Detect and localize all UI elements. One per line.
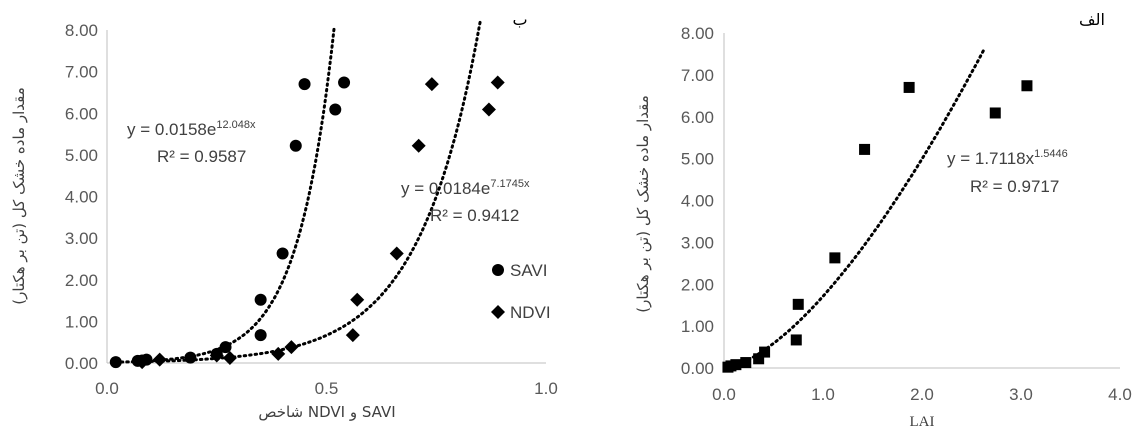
data-point-savi <box>329 103 342 116</box>
data-point-savi <box>338 76 351 89</box>
trendline-savi <box>114 23 336 364</box>
r2-ndvi: R² = 0.9412 <box>430 206 519 225</box>
y-tick-label: 3.00 <box>65 229 98 248</box>
data-point-ndvi <box>345 328 360 343</box>
x-tick-label: 0.0 <box>95 379 119 398</box>
data-point-ndvi <box>209 348 224 363</box>
equation-lai: y = 1.7118x1.5446 <box>947 148 1068 168</box>
data-point-ndvi <box>135 355 150 370</box>
equation-lai-base: y = 1.7118x <box>947 149 1035 168</box>
x-tick-label: 1.0 <box>534 379 558 398</box>
data-point-lai <box>730 359 742 371</box>
data-point-lai <box>740 357 752 369</box>
y-tick-label: 0.00 <box>65 354 98 373</box>
data-point-ndvi <box>222 351 237 366</box>
x-tick-label: 0.5 <box>315 379 339 398</box>
data-point-ndvi <box>152 352 167 367</box>
data-point-ndvi <box>350 292 365 307</box>
data-point-savi <box>289 139 302 152</box>
data-point-lai <box>790 334 802 346</box>
y-tick-label: 8.00 <box>65 21 98 40</box>
panel-label-alef: الف <box>1079 10 1105 29</box>
y-tick-label: 6.00 <box>681 108 714 127</box>
y-axis-label: مقدار ماده خشک کل (تن بر هکتار) <box>634 95 652 313</box>
data-point-ndvi <box>481 102 496 117</box>
y-tick-label: 3.00 <box>681 233 714 252</box>
y-tick-label: 6.00 <box>65 104 98 123</box>
trendline-lai <box>726 47 986 369</box>
r2-lai: R² = 0.9717 <box>970 177 1059 196</box>
data-point-lai <box>1021 80 1033 92</box>
data-point-ndvi <box>424 77 439 92</box>
chart-ndvi-savi: 0.00 1.00 2.00 3.00 4.00 5.00 6.00 7.00 8.00 0.0… <box>10 10 558 421</box>
equation-savi-base: y = 0.0158e <box>127 120 216 139</box>
legend-marker-savi <box>492 264 504 276</box>
y-tick-label: 0.00 <box>681 359 714 378</box>
equation-savi-exp: 12.048x <box>216 119 256 131</box>
y-axis-label: مقدار ماده خشک کل (تن بر هکتار) <box>10 87 28 305</box>
data-point-lai <box>753 353 765 365</box>
equation-ndvi-exp: 7.1745x <box>490 178 530 190</box>
data-point-ndvi <box>284 340 299 355</box>
data-point-lai <box>903 81 915 93</box>
legend: SAVI NDVI <box>491 261 551 322</box>
data-point-savi <box>298 78 311 91</box>
x-tick-label: 3.0 <box>1009 385 1033 404</box>
r2-savi: R² = 0.9587 <box>157 147 246 166</box>
x-axis-label: شاخص NDVI و SAVI <box>258 403 395 421</box>
data-point-savi <box>276 247 289 260</box>
x-tick-label: 4.0 <box>1108 385 1132 404</box>
data-point-ndvi <box>389 246 404 261</box>
x-axis-label: LAI <box>910 414 935 430</box>
y-tick-label: 7.00 <box>681 66 714 85</box>
data-point-lai <box>759 346 771 358</box>
y-tick-label: 2.00 <box>681 275 714 294</box>
data-point-ndvi <box>490 75 505 90</box>
y-tick-label: 2.00 <box>65 271 98 290</box>
panel-label-b: ب <box>512 10 527 29</box>
legend-label-ndvi: NDVI <box>510 303 551 322</box>
y-tick-label: 8.00 <box>681 24 714 43</box>
y-tick-label: 4.00 <box>681 192 714 211</box>
x-tick-label: 1.0 <box>811 385 835 404</box>
chart-lai: 0.00 1.00 2.00 3.00 4.00 5.00 6.00 7.00 8.00 0.0… <box>634 10 1132 430</box>
data-point-lai <box>859 143 871 155</box>
trendline-ndvi <box>149 20 482 363</box>
equation-lai-exp: 1.5446 <box>1034 148 1068 160</box>
data-point-savi <box>184 351 197 364</box>
data-point-savi <box>219 341 232 354</box>
data-point-lai <box>989 107 1001 119</box>
data-point-lai <box>792 298 804 310</box>
data-point-savi <box>109 356 122 369</box>
y-tick-label: 4.00 <box>65 188 98 207</box>
equation-ndvi: y = 0.0184e7.1745x <box>401 178 530 198</box>
data-point-savi <box>254 293 267 306</box>
data-point-ndvi <box>271 346 286 361</box>
data-point-savi <box>254 329 267 342</box>
equation-ndvi-base: y = 0.0184e <box>401 179 490 198</box>
data-point-lai <box>829 252 841 264</box>
y-tick-label: 1.00 <box>681 317 714 336</box>
legend-label-savi: SAVI <box>510 261 547 280</box>
y-tick-label: 5.00 <box>681 150 714 169</box>
data-point-ndvi <box>411 138 426 153</box>
legend-marker-ndvi <box>491 305 505 319</box>
equation-savi: y = 0.0158e12.048x <box>127 119 256 139</box>
y-tick-label: 1.00 <box>65 312 98 331</box>
x-tick-label: 0.0 <box>712 385 736 404</box>
y-tick-label: 5.00 <box>65 146 98 165</box>
x-tick-label: 2.0 <box>910 385 934 404</box>
y-tick-label: 7.00 <box>65 63 98 82</box>
